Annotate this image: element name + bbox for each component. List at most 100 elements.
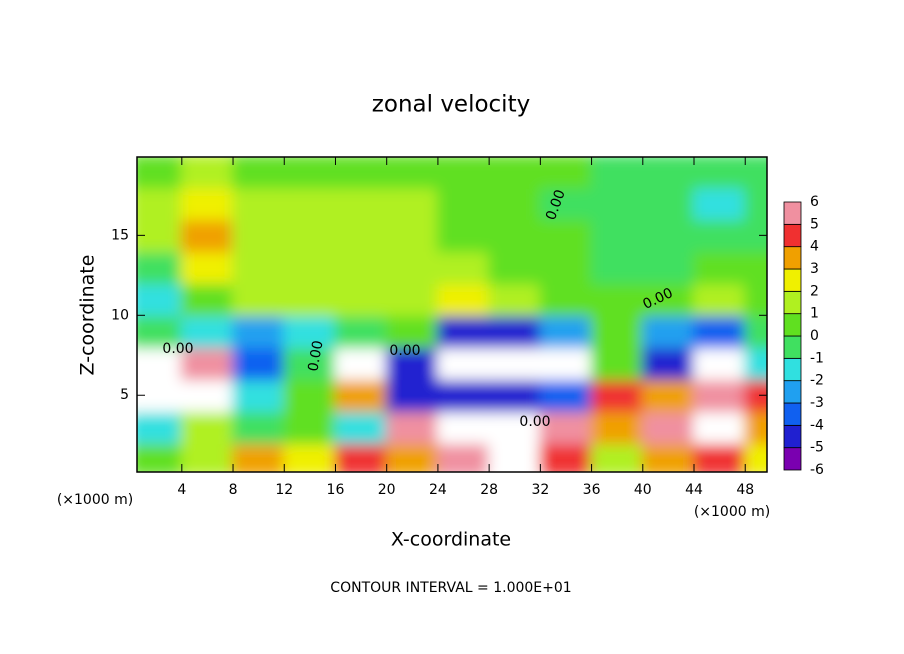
cell bbox=[539, 378, 593, 413]
colorbar-label: -1 bbox=[810, 350, 824, 366]
cell bbox=[180, 346, 235, 381]
cell bbox=[180, 157, 235, 189]
cell bbox=[488, 346, 542, 381]
cell bbox=[641, 282, 696, 317]
cell bbox=[641, 378, 696, 413]
cell bbox=[334, 186, 388, 221]
cell bbox=[436, 378, 491, 413]
cell bbox=[539, 186, 593, 221]
colorbar-swatch bbox=[783, 290, 802, 315]
cell bbox=[693, 282, 747, 317]
cell bbox=[539, 157, 593, 189]
y-tick-label: 5 bbox=[120, 387, 129, 403]
cell bbox=[385, 346, 439, 381]
x-tick-label: 8 bbox=[229, 482, 238, 498]
cell bbox=[385, 442, 439, 472]
cell bbox=[137, 186, 183, 221]
cell bbox=[180, 314, 235, 349]
colorbar-swatch bbox=[783, 447, 802, 471]
x-unit-label: (×1000 m) bbox=[694, 504, 770, 520]
cell bbox=[283, 218, 337, 253]
colorbar-label: 0 bbox=[810, 328, 819, 344]
cell bbox=[590, 442, 644, 472]
colorbar-label: 4 bbox=[810, 239, 819, 255]
cell bbox=[232, 346, 286, 381]
x-tick-label: 40 bbox=[634, 482, 652, 498]
y-tick-label: 10 bbox=[111, 307, 129, 323]
cell bbox=[744, 314, 767, 349]
cell bbox=[436, 186, 491, 221]
cell bbox=[385, 218, 439, 253]
colorbar-label: -5 bbox=[810, 440, 824, 456]
cell bbox=[488, 314, 542, 349]
cell bbox=[232, 250, 286, 285]
contour-label: 0.00 bbox=[389, 343, 420, 359]
cell bbox=[590, 250, 644, 285]
contour-label: 0.00 bbox=[305, 339, 326, 372]
field bbox=[137, 157, 767, 472]
cell bbox=[693, 442, 747, 472]
colorbar-swatch bbox=[783, 402, 802, 426]
cell bbox=[744, 186, 767, 221]
cell bbox=[488, 250, 542, 285]
cell bbox=[334, 157, 388, 189]
cell bbox=[693, 346, 747, 381]
colorbar-swatch bbox=[783, 313, 802, 337]
cell bbox=[693, 218, 747, 253]
cell bbox=[641, 186, 696, 221]
cell bbox=[590, 314, 644, 349]
cell bbox=[283, 186, 337, 221]
x-tick-label: 16 bbox=[327, 482, 345, 498]
cell bbox=[488, 186, 542, 221]
y-axis-label: Z-coordinate bbox=[77, 255, 99, 376]
cell bbox=[744, 282, 767, 317]
colorbar-label: 3 bbox=[810, 261, 819, 277]
cell bbox=[334, 314, 388, 349]
colorbar-label: -2 bbox=[810, 373, 824, 389]
colorbar-swatch bbox=[783, 424, 802, 449]
cell bbox=[436, 410, 491, 445]
colorbar-label: -6 bbox=[810, 462, 824, 478]
cell bbox=[693, 378, 747, 413]
x-tick-label: 48 bbox=[736, 482, 754, 498]
cell bbox=[539, 250, 593, 285]
cell bbox=[590, 218, 644, 253]
cell bbox=[283, 157, 337, 189]
x-unit-label: (×1000 m) bbox=[57, 492, 133, 508]
cell bbox=[385, 314, 439, 349]
cell bbox=[539, 442, 593, 472]
x-tick-label: 36 bbox=[583, 482, 601, 498]
cell bbox=[334, 250, 388, 285]
cell bbox=[180, 186, 235, 221]
x-tick-label: 4 bbox=[177, 482, 186, 498]
x-tick-label: 32 bbox=[531, 482, 549, 498]
cell bbox=[283, 346, 337, 381]
cell bbox=[590, 186, 644, 221]
cell bbox=[283, 442, 337, 472]
cell bbox=[693, 186, 747, 221]
cell bbox=[283, 378, 337, 413]
cell bbox=[334, 346, 388, 381]
plot-frame bbox=[136, 156, 768, 473]
cell bbox=[232, 218, 286, 253]
cell bbox=[334, 378, 388, 413]
cell bbox=[436, 282, 491, 317]
cell bbox=[232, 186, 286, 221]
x-tick-label: 20 bbox=[378, 482, 396, 498]
cell bbox=[232, 282, 286, 317]
cell bbox=[744, 250, 767, 285]
cell bbox=[436, 442, 491, 472]
x-tick-label: 28 bbox=[480, 482, 498, 498]
colorbar-label: 6 bbox=[810, 194, 819, 210]
cell bbox=[693, 314, 747, 349]
cell bbox=[539, 218, 593, 253]
cell bbox=[641, 442, 696, 472]
cell bbox=[539, 346, 593, 381]
cell bbox=[744, 378, 767, 413]
contour-label: 0.00 bbox=[519, 414, 550, 430]
cell bbox=[539, 314, 593, 349]
cell bbox=[283, 314, 337, 349]
x-tick-label: 12 bbox=[275, 482, 293, 498]
cell bbox=[488, 157, 542, 189]
